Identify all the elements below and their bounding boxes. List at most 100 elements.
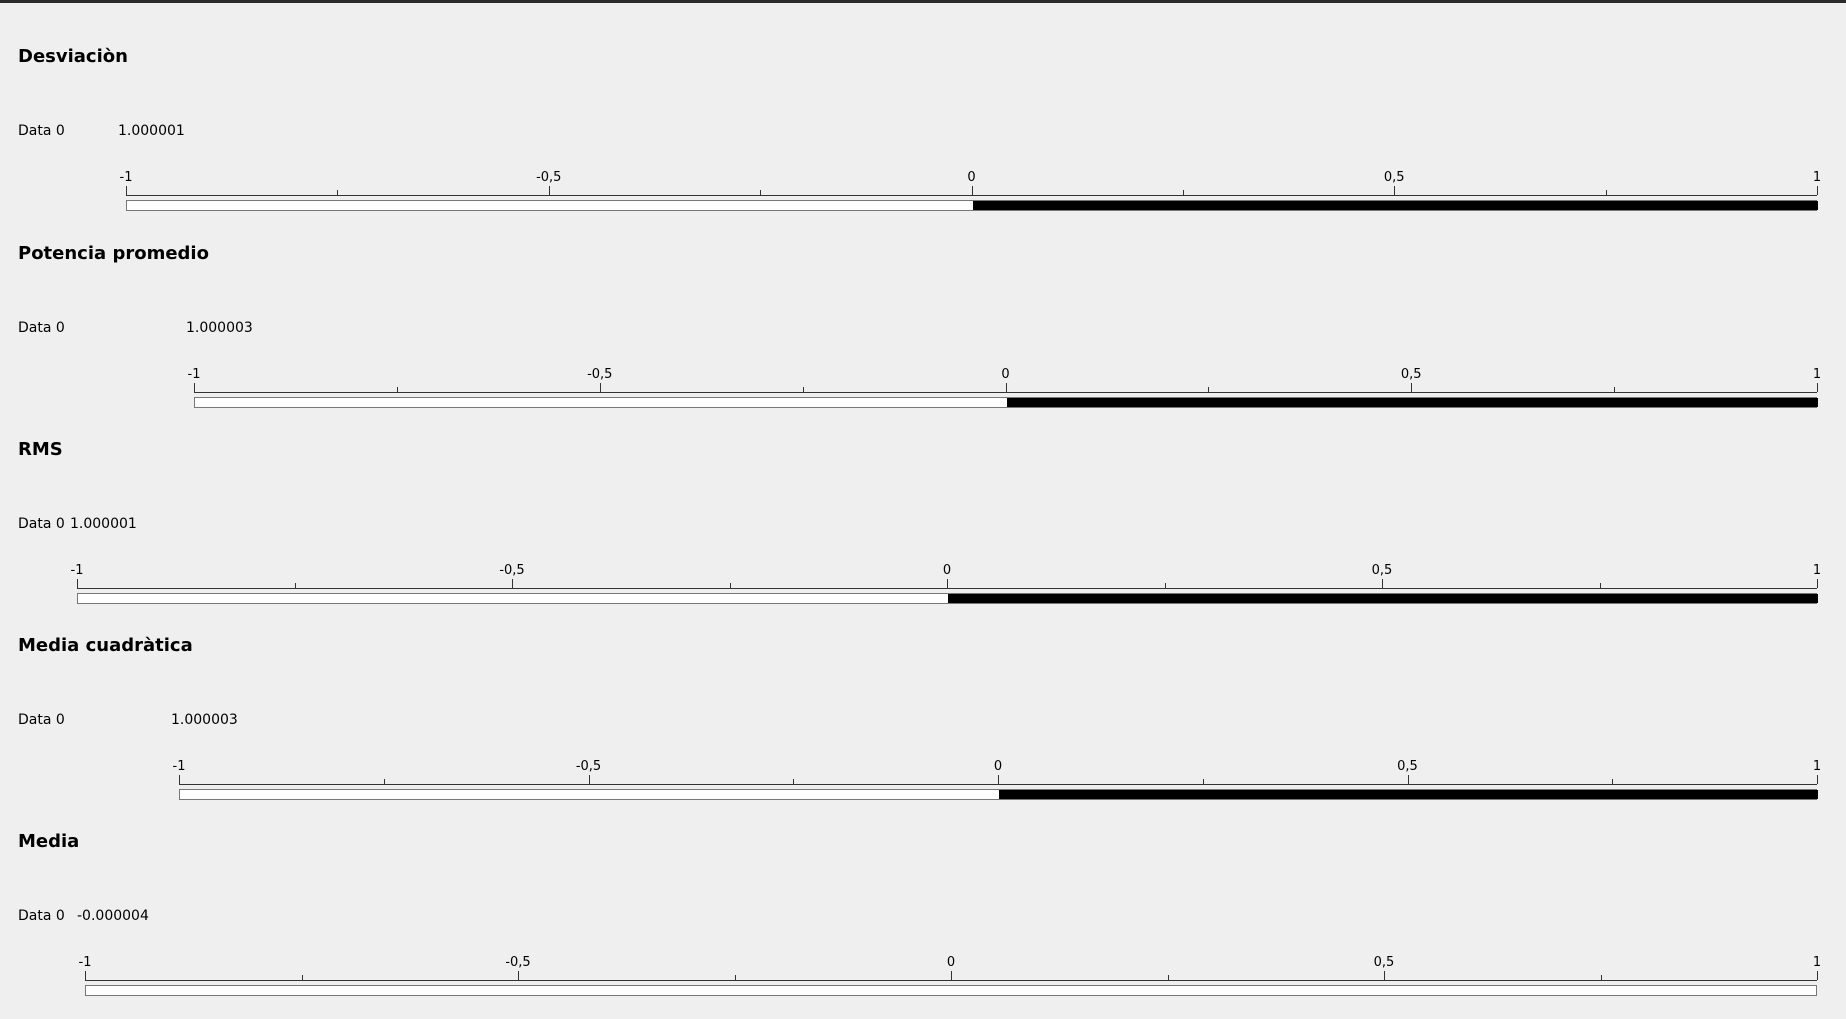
gauge-major-tick [1817, 971, 1818, 980]
panel-title: Potencia promedio [18, 243, 209, 264]
gauge: -1 -0,5 0 0,5 1 [71, 563, 1821, 607]
panel-title: Desviaciòn [18, 46, 128, 67]
gauge-minor-tick [301, 975, 303, 980]
gauge-tick-label: -0,5 [499, 563, 525, 578]
gauge-minor-tick [1599, 583, 1601, 588]
gauge-fill [1006, 398, 1818, 407]
gauge-minor-tick [734, 975, 736, 980]
gauge-tick-label: 0,5 [1371, 563, 1393, 578]
panel-title: Media [18, 831, 80, 852]
gauge-major-tick [947, 579, 948, 588]
gauge-minor-tick [1167, 975, 1169, 980]
gauge-tick-label: 0 [993, 759, 1003, 774]
gauge-fill [972, 201, 1818, 210]
gauge-major-tick [588, 775, 590, 784]
gauge-major-tick [1407, 775, 1409, 784]
gauge-tick-label: -0,5 [536, 170, 562, 185]
gauge-major-tick [1817, 579, 1818, 588]
gauge-major-tick [1382, 579, 1383, 588]
gauge-tick-label: -0,5 [575, 759, 602, 774]
gauge-tick-label: 0 [946, 955, 956, 970]
series-value: 1.000003 [186, 320, 253, 336]
gauge-major-tick [194, 383, 195, 392]
gauge-major-tick [77, 579, 78, 588]
gauge-minor-tick [1164, 583, 1166, 588]
series-value: 1.000003 [171, 712, 238, 728]
gauge-tick-label: 0,5 [1373, 955, 1395, 970]
gauge-tick-label: 1 [1812, 759, 1822, 774]
window-top-border [0, 0, 1846, 3]
gauge-tick-label: 0 [1001, 367, 1010, 382]
gauge-major-tick [1005, 383, 1007, 392]
gauge-fill [999, 790, 1818, 799]
gauge-axis-line [126, 195, 1817, 196]
gauge-major-tick [548, 186, 550, 195]
gauge-tick-label: 0,5 [1383, 170, 1405, 185]
series-label: Data 0 [18, 908, 65, 924]
gauge-minor-tick [802, 387, 804, 392]
gauge-major-tick [951, 971, 952, 980]
gauge-major-tick [518, 971, 519, 980]
gauge-major-tick [1394, 186, 1396, 195]
gauge-bar [194, 397, 1818, 408]
series-label: Data 0 [18, 123, 65, 139]
panel-title: RMS [18, 439, 63, 460]
gauge-fill [948, 594, 1818, 603]
gauge-axis-line [194, 392, 1817, 393]
gauge-minor-tick [1182, 190, 1184, 195]
gauge-tick-label: -1 [119, 170, 133, 185]
gauge-major-tick [1817, 775, 1818, 784]
series-value: -0.000004 [77, 908, 149, 924]
gauge-minor-tick [1612, 779, 1614, 784]
gauge-axis-line [85, 980, 1817, 981]
panel-title: Media cuadràtica [18, 635, 193, 656]
gauge: -1 -0,5 0 0,5 1 [188, 367, 1821, 411]
gauge: -1 -0,5 0 0,5 1 [120, 170, 1821, 214]
series-value: 1.000001 [70, 516, 137, 532]
panel-media: Media Data 0 -0.000004 -1 -0,5 0 0,5 1 [0, 785, 1846, 996]
gauge-major-tick [1817, 186, 1818, 195]
gauge-tick-label: 0,5 [1400, 367, 1422, 382]
panel-rms: RMS Data 0 1.000001 -1 -0,5 0 0,5 1 [0, 393, 1846, 604]
gauge-minor-tick [760, 190, 762, 195]
gauge-bar [179, 789, 1818, 800]
gauge-minor-tick [1208, 387, 1210, 392]
gauge-tick-label: 1 [1812, 563, 1822, 578]
gauge-major-tick [599, 383, 601, 392]
gauge-minor-tick [1614, 387, 1616, 392]
gauge-bar [126, 200, 1818, 211]
gauge-minor-tick [1600, 975, 1602, 980]
gauge-tick-label: 0 [967, 170, 976, 185]
gauge-major-tick [512, 579, 513, 588]
gauge-major-tick [1384, 971, 1385, 980]
gauge-tick-label: -1 [70, 563, 84, 578]
gauge-major-tick [126, 186, 127, 195]
gauge-major-tick [85, 971, 86, 980]
gauge-minor-tick [793, 779, 795, 784]
gauge-minor-tick [383, 779, 385, 784]
gauge-minor-tick [337, 190, 339, 195]
gauge-minor-tick [1605, 190, 1607, 195]
gauge-axis-line [77, 588, 1817, 589]
gauge-major-tick [1817, 383, 1818, 392]
gauge-tick-label: -0,5 [587, 367, 613, 382]
gauge-tick-label: -1 [78, 955, 92, 970]
gauge-tick-label: -1 [172, 759, 186, 774]
gauge-minor-tick [729, 583, 731, 588]
gauge-tick-label: 1 [1812, 955, 1822, 970]
gauge-major-tick [971, 186, 973, 195]
gauge-tick-label: 1 [1812, 170, 1822, 185]
series-label: Data 0 [18, 320, 65, 336]
gauge-bar [77, 593, 1818, 604]
gauge: -1 -0,5 0 0,5 1 [79, 955, 1821, 999]
gauge-tick-label: 1 [1812, 367, 1822, 382]
gauge-major-tick [1411, 383, 1413, 392]
gauge-tick-label: -0,5 [505, 955, 531, 970]
gauge-axis-line [179, 784, 1817, 785]
gauge: -1 -0,5 0 0,5 1 [173, 759, 1821, 803]
gauge-tick-label: 0 [942, 563, 952, 578]
panel-desviacion: Desviaciòn Data 0 1.000001 -1 -0,5 0 0,5 1 [0, 0, 1846, 211]
gauge-major-tick [998, 775, 999, 784]
gauge-minor-tick [396, 387, 398, 392]
panel-media-cuadratica: Media cuadràtica Data 0 1.000003 -1 -0,5 0… [0, 589, 1846, 800]
